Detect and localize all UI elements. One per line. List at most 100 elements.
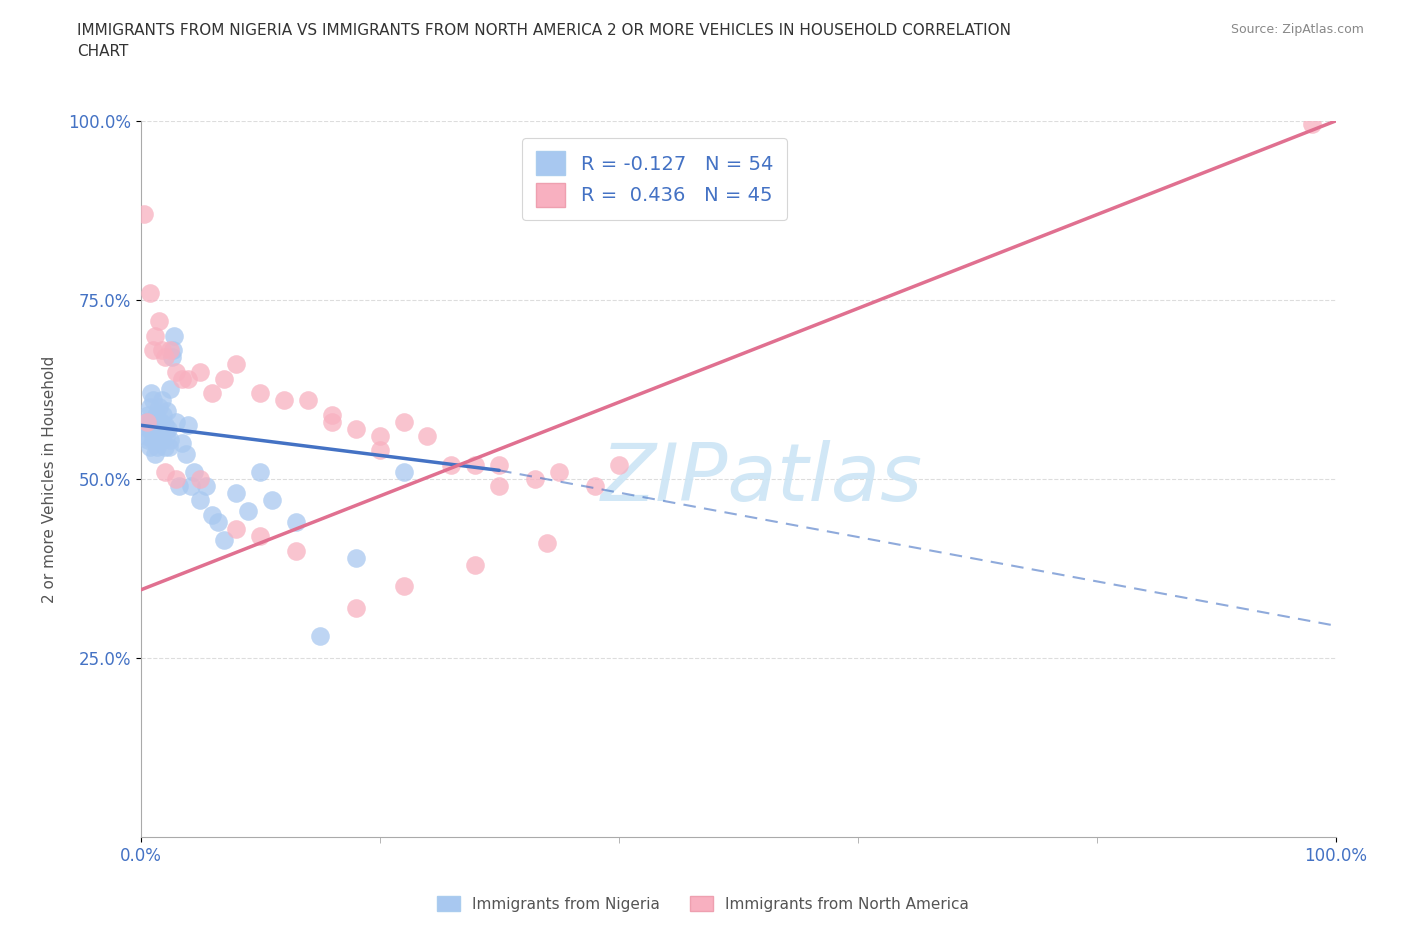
Point	[156, 404, 179, 418]
Y-axis label: 2 or more Vehicles in Household: 2 or more Vehicles in Household	[42, 355, 56, 603]
Point	[139, 439, 162, 454]
Point	[583, 479, 606, 494]
Point	[142, 425, 165, 440]
Point	[177, 371, 200, 386]
Point	[134, 206, 156, 221]
Point	[344, 551, 367, 565]
Point	[150, 392, 173, 407]
Point	[174, 446, 197, 461]
Point	[214, 532, 236, 547]
Point	[201, 508, 224, 523]
Point	[368, 443, 391, 458]
Point	[166, 365, 188, 379]
Legend: R = -0.127   N = 54, R =  0.436   N = 45: R = -0.127 N = 54, R = 0.436 N = 45	[523, 138, 786, 220]
Point	[172, 435, 194, 450]
Point	[321, 414, 343, 429]
Point	[297, 392, 319, 407]
Point	[167, 479, 190, 494]
Point	[135, 429, 157, 444]
Text: IMMIGRANTS FROM NIGERIA VS IMMIGRANTS FROM NORTH AMERICA 2 OR MORE VEHICLES IN H: IMMIGRANTS FROM NIGERIA VS IMMIGRANTS FR…	[77, 23, 1011, 60]
Point	[143, 414, 166, 429]
Point	[321, 407, 343, 422]
Point	[249, 386, 271, 401]
Point	[524, 472, 547, 486]
Point	[440, 458, 463, 472]
Point	[273, 392, 295, 407]
Point	[488, 458, 510, 472]
Point	[464, 557, 486, 572]
Point	[162, 342, 184, 357]
Point	[225, 485, 247, 500]
Point	[249, 529, 271, 544]
Point	[536, 536, 558, 551]
Point	[153, 439, 176, 454]
Point	[159, 382, 181, 397]
Point	[135, 414, 157, 429]
Point	[183, 464, 205, 479]
Point	[141, 392, 163, 407]
Point	[344, 601, 367, 616]
Point	[146, 439, 169, 454]
Point	[392, 414, 415, 429]
Point	[139, 286, 162, 300]
Point	[150, 432, 173, 447]
Point	[157, 421, 180, 436]
Point	[166, 414, 188, 429]
Point	[159, 432, 181, 447]
Point	[464, 458, 486, 472]
Point	[148, 429, 170, 444]
Point	[607, 458, 630, 472]
Point	[143, 446, 166, 461]
Point	[392, 578, 415, 594]
Point	[166, 472, 188, 486]
Point	[152, 407, 174, 422]
Point	[225, 357, 247, 372]
Point	[155, 429, 177, 444]
Point	[368, 429, 391, 444]
Point	[163, 328, 186, 343]
Point	[548, 464, 571, 479]
Legend: Immigrants from Nigeria, Immigrants from North America: Immigrants from Nigeria, Immigrants from…	[430, 889, 976, 918]
Point	[188, 493, 212, 508]
Text: ZIPatlas: ZIPatlas	[600, 440, 924, 518]
Point	[139, 400, 162, 415]
Point	[153, 464, 176, 479]
Point	[134, 418, 156, 432]
Point	[188, 365, 212, 379]
Point	[157, 439, 180, 454]
Point	[284, 514, 308, 529]
Point	[153, 350, 176, 365]
Point	[150, 342, 173, 357]
Point	[172, 371, 194, 386]
Point	[141, 342, 163, 357]
Point	[149, 421, 172, 436]
Point	[488, 479, 510, 494]
Point	[145, 407, 167, 422]
Point	[141, 386, 163, 401]
Point	[344, 421, 367, 436]
Point	[177, 418, 200, 432]
Point	[249, 464, 271, 479]
Point	[225, 522, 247, 537]
Point	[262, 493, 284, 508]
Point	[201, 386, 224, 401]
Point	[134, 414, 156, 429]
Point	[136, 407, 159, 422]
Point	[214, 371, 236, 386]
Point	[392, 464, 415, 479]
Point	[180, 479, 202, 494]
Point	[160, 350, 183, 365]
Point	[188, 472, 212, 486]
Point	[141, 432, 163, 447]
Point	[309, 629, 332, 644]
Point	[416, 429, 439, 444]
Point	[149, 414, 172, 429]
Point	[236, 504, 259, 519]
Point	[138, 421, 160, 436]
Point	[159, 342, 181, 357]
Point	[136, 432, 159, 447]
Point	[148, 314, 170, 329]
Point	[207, 514, 229, 529]
Point	[143, 328, 166, 343]
Point	[1301, 117, 1323, 132]
